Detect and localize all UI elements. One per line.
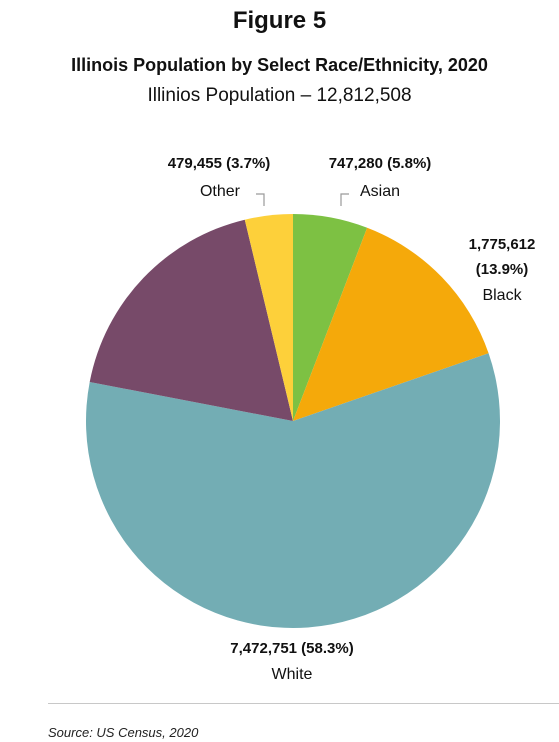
slice-value-label-other: 479,455 (3.7%) [168,155,271,172]
source-note: Source: US Census, 2020 [48,725,199,740]
leader-line-other [256,193,265,206]
leader-line-asian [340,193,349,206]
pie-slice-unlabeled-3 [89,219,293,421]
pie-slice-asian [293,214,368,421]
pie-slice-white [85,353,500,628]
slice-value-label-asian: 747,280 (5.8%) [329,155,432,172]
slice-category-label-black: Black [482,287,522,304]
pie-slice-other [244,214,293,421]
chart-subtitle: Illinios Population – 12,812,508 [147,85,412,106]
slice-category-label-asian: Asian [360,183,400,200]
slice-category-label-white: White [272,666,313,683]
chart-title: Illinois Population by Select Race/Ethni… [71,55,488,75]
slice-value-label-black-pct: (13.9%) [476,261,529,278]
pie-slice-black [293,227,489,421]
slice-category-label-other: Other [200,183,241,200]
slice-value-label-black: 1,775,612 [469,236,536,253]
footer-divider [48,703,559,704]
slice-value-label-white: 7,472,751 (58.3%) [230,640,353,657]
figure-label: Figure 5 [232,7,327,34]
